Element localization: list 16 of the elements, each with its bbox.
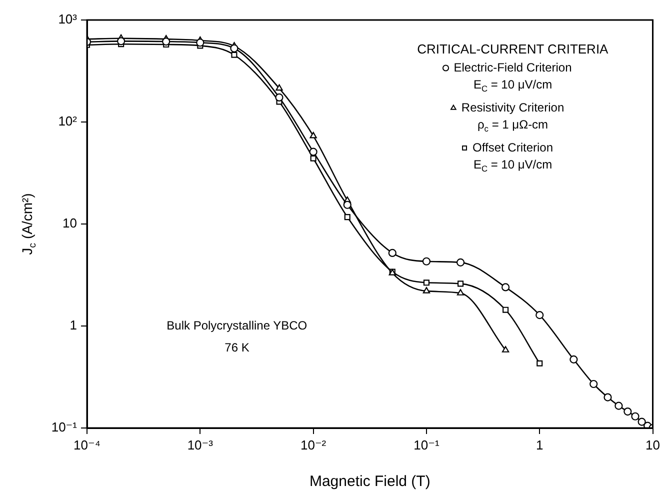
x-axis-title: Magnetic Field (T) (309, 473, 430, 490)
x-tick-label: 1 (536, 437, 544, 452)
annotation: 76 K (224, 340, 250, 354)
y-tick-label: 10² (58, 114, 78, 129)
x-tick-label: 10 (646, 437, 660, 452)
y-axis-title: Jc (A/cm²) (18, 193, 39, 255)
x-tick-label: 10⁻³ (187, 437, 214, 452)
y-tick-label: 10 (62, 216, 77, 231)
x-tick-label: 10⁻⁴ (74, 437, 100, 452)
x-tick-label: 10⁻² (300, 437, 327, 452)
x-tick-label: 10⁻¹ (414, 437, 440, 452)
y-tick-label: 10³ (58, 12, 78, 27)
y-tick-label: 10⁻¹ (51, 420, 78, 435)
annotation: Bulk Polycrystalline YBCO (166, 318, 308, 332)
y-tick-label: 1 (70, 318, 77, 333)
legend-title: CRITICAL-CURRENT CRITERIA (417, 42, 609, 57)
